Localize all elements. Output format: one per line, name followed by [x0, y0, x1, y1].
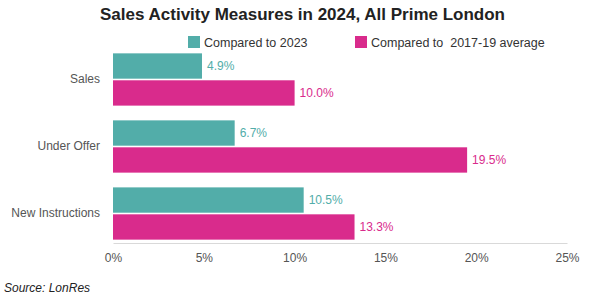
legend-label: Compared to 2017-19 average: [371, 36, 545, 50]
y-tick-label: New Instructions: [11, 206, 100, 220]
bar: [113, 53, 202, 78]
chart: Sales Activity Measures in 2024, All Pri…: [0, 0, 600, 300]
title: Sales Activity Measures in 2024, All Pri…: [100, 5, 505, 24]
x-tick-label: 0%: [105, 251, 123, 265]
annotation: Source: LonRes: [4, 281, 90, 295]
data-label: 10.5%: [309, 193, 343, 207]
x-tick-label: 20%: [465, 251, 489, 265]
legend-swatch: [188, 36, 200, 48]
y-axis-line: [113, 51, 114, 244]
bar: [113, 80, 295, 105]
data-labels: 4.9% 6.7% 10.5% 10.0% 19.5% 13.3%: [207, 59, 506, 234]
legend: Compared to 2023 Compared to 2017-19 aver…: [188, 36, 545, 50]
bar: [113, 214, 355, 239]
x-tick-label: 10%: [283, 251, 307, 265]
x-tick-label: 5%: [196, 251, 214, 265]
legend-swatch: [355, 36, 367, 48]
x-tick: 0%: [105, 243, 123, 265]
x-tick: 5%: [196, 243, 214, 265]
data-label: 6.7%: [240, 126, 268, 140]
data-label: 19.5%: [472, 153, 506, 167]
y-axis: Sales Under Offer New Instructions: [11, 51, 113, 244]
y-tick: New Instructions: [11, 206, 113, 220]
y-tick-label: Sales: [70, 72, 100, 86]
x-tick: 25%: [555, 243, 579, 265]
x-axis: 0% 5% 10% 15% 20% 25%: [105, 243, 580, 265]
x-axis-line: [114, 243, 568, 244]
bar: [113, 187, 304, 212]
legend-label: Compared to 2023: [204, 36, 308, 50]
data-label: 10.0%: [300, 86, 334, 100]
x-tick: 15%: [374, 243, 398, 265]
data-label: 4.9%: [207, 59, 235, 73]
bar: [113, 120, 235, 145]
bar: [113, 147, 467, 172]
x-tick-label: 15%: [374, 251, 398, 265]
y-tick-label: Under Offer: [38, 139, 100, 153]
data-label: 13.3%: [360, 220, 394, 234]
x-tick-label: 25%: [555, 251, 579, 265]
y-tick: Under Offer: [38, 139, 113, 153]
x-tick: 20%: [465, 243, 489, 265]
x-tick: 10%: [283, 243, 307, 265]
bars: [113, 53, 467, 239]
y-tick: Sales: [70, 72, 113, 86]
